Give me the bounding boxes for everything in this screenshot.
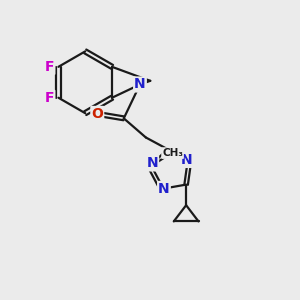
Text: O: O xyxy=(91,107,103,121)
Text: N: N xyxy=(158,182,170,196)
Text: N: N xyxy=(146,156,158,170)
Text: N: N xyxy=(181,153,193,167)
Text: N: N xyxy=(134,77,146,92)
Text: CH₃: CH₃ xyxy=(162,148,183,158)
Text: F: F xyxy=(45,91,54,105)
Text: F: F xyxy=(45,60,54,74)
